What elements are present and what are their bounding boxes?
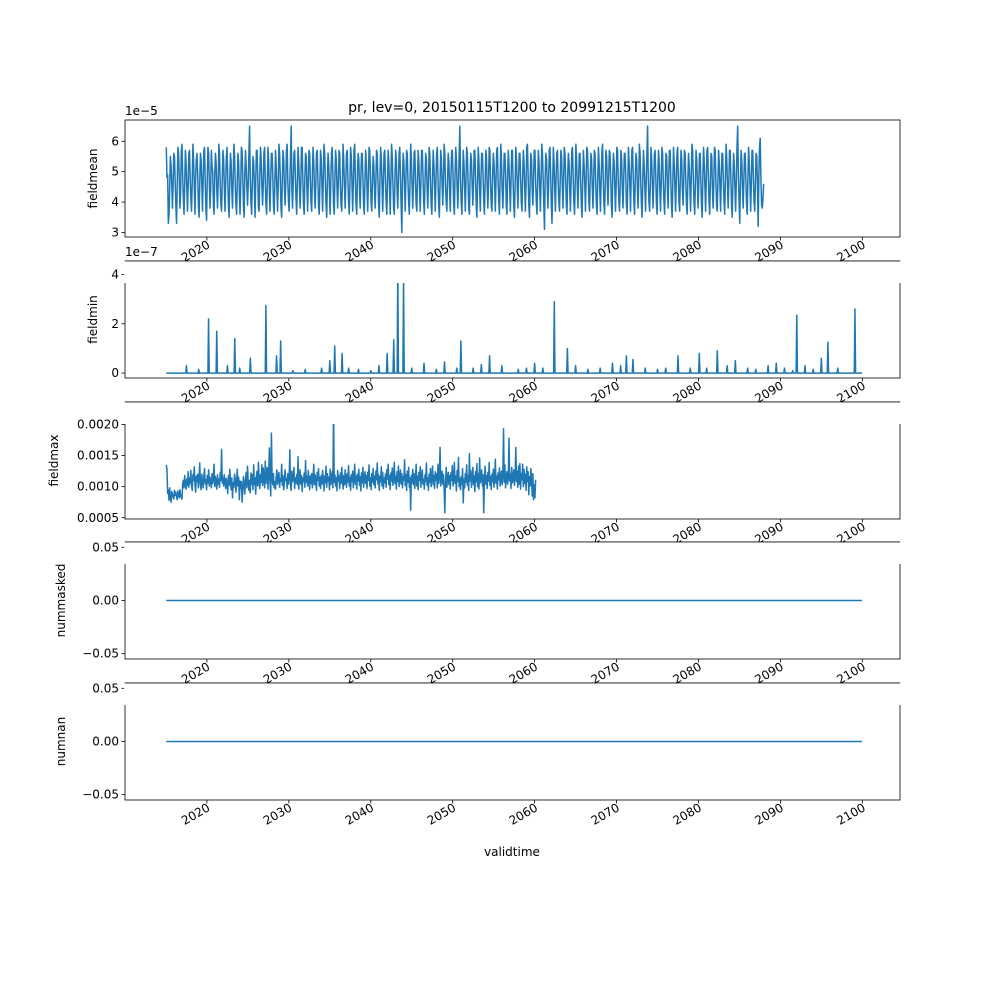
y-tick-label: 0.0015	[77, 449, 119, 463]
y-tick-label: 0.05	[92, 540, 119, 554]
y-tick-label: 0.0020	[77, 417, 119, 431]
figure-title: pr, lev=0, 20150115T1200 to 20991215T120…	[348, 100, 676, 116]
y-tick-label: 0.0005	[77, 511, 119, 525]
y-tick-label: 5	[111, 165, 119, 179]
y-tick-label: 0.05	[92, 681, 119, 695]
overlap-mask	[124, 261, 901, 283]
series-line-fieldmin	[166, 266, 862, 374]
y-tick-label: 2	[111, 317, 119, 331]
offset-text: 1e−7	[125, 245, 158, 259]
y-axis-label: fieldmean	[86, 149, 100, 209]
y-tick-label: 4	[111, 195, 119, 209]
y-axis-label: nummasked	[54, 564, 68, 638]
y-tick-label: 6	[111, 134, 119, 148]
overlap-mask	[124, 683, 901, 705]
series-line-fieldmax	[165, 405, 537, 514]
axes-frame	[124, 119, 901, 238]
y-tick-label: 0.00	[92, 735, 119, 749]
x-axis-label: validtime	[484, 845, 540, 859]
y-tick-label: 3	[111, 225, 119, 239]
y-tick-label: 4	[111, 268, 119, 282]
overlap-mask	[124, 542, 901, 564]
y-tick-label: 0	[111, 366, 119, 380]
offset-text: 1e−5	[125, 104, 158, 118]
y-tick-label: 0.00	[92, 594, 119, 608]
y-axis-label: fieldmax	[47, 434, 61, 486]
y-tick-label: −0.05	[82, 788, 119, 802]
overlap-mask	[124, 402, 901, 424]
y-tick-label: −0.05	[82, 647, 119, 661]
y-axis-label: fieldmin	[86, 295, 100, 344]
series-line-fieldmean	[165, 125, 765, 234]
y-axis-label: numnan	[54, 717, 68, 766]
y-tick-label: 0.0010	[77, 480, 119, 494]
